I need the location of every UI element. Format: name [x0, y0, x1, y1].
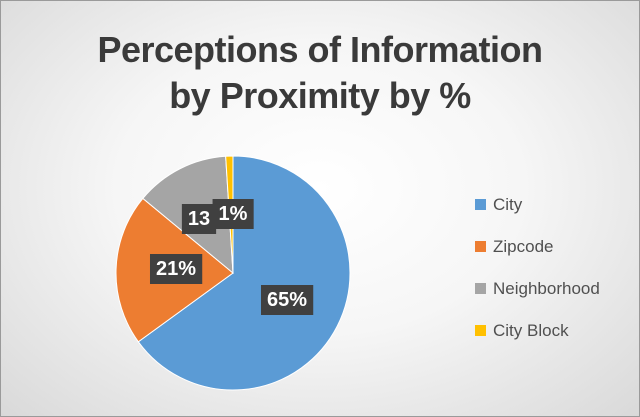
legend-swatch-city-block — [475, 325, 486, 336]
data-label-box-zipcode — [149, 254, 203, 284]
data-label-zipcode: 21% — [149, 254, 203, 284]
chart-title-line-1: Perceptions of Information — [97, 29, 543, 70]
chart-title: Perceptions of Information by Proximity … — [1, 27, 639, 119]
legend-swatch-zipcode — [475, 241, 486, 252]
data-label-text-neighborhood: 13 — [188, 208, 210, 230]
data-label-text-zipcode: 21% — [156, 258, 196, 280]
legend-swatch-city — [475, 199, 486, 210]
data-label-city-block: 1% — [212, 199, 254, 229]
data-label-city: 65% — [260, 285, 314, 315]
data-label-box-neighborhood — [181, 204, 217, 234]
pie-slice-city — [137, 155, 351, 391]
data-label-box-city-block — [212, 199, 254, 229]
legend-label-city: City — [493, 195, 523, 214]
legend-label-neighborhood: Neighborhood — [493, 279, 600, 298]
data-label-text-city-block: 1% — [219, 203, 248, 225]
legend-item-city: City — [475, 195, 635, 215]
data-label-text-city: 65% — [267, 289, 307, 311]
legend-item-neighborhood: Neighborhood — [475, 279, 635, 299]
legend-label-city-block: City Block — [493, 321, 569, 340]
legend-label-zipcode: Zipcode — [493, 237, 554, 256]
data-label-neighborhood: 13 — [181, 204, 217, 234]
chart-title-line-2: by Proximity by % — [169, 75, 471, 116]
legend-item-zipcode: Zipcode — [475, 237, 635, 257]
legend-swatch-neighborhood — [475, 283, 486, 294]
data-label-box-city — [260, 285, 314, 315]
legend-item-city-block: City Block — [475, 321, 635, 341]
chart-legend: City Zipcode Neighborhood City Block — [475, 195, 635, 363]
